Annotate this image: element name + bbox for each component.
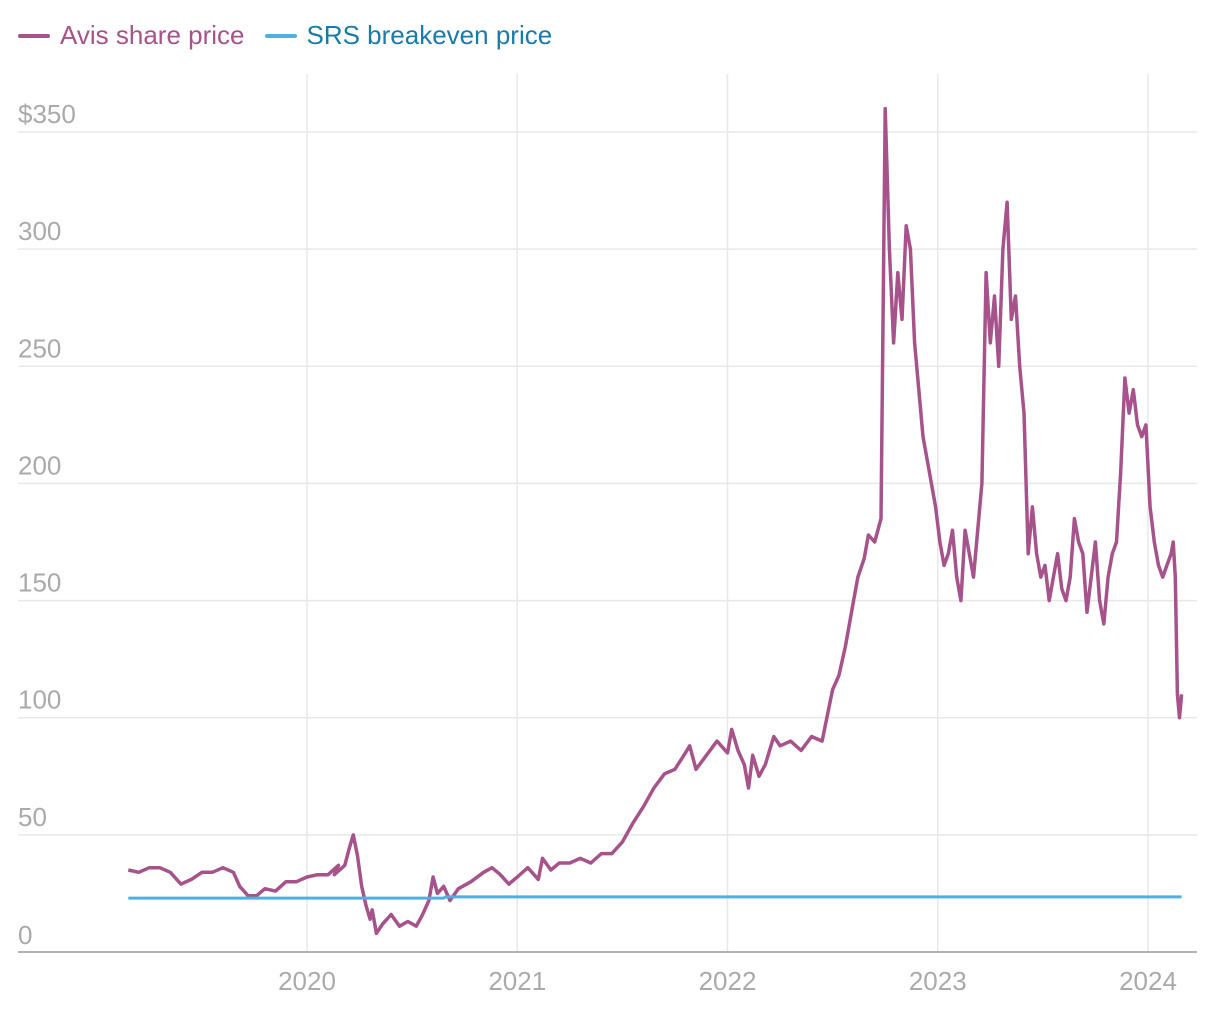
y-tick-label: 0 [18,920,32,950]
y-tick-label: $350 [18,99,76,129]
y-tick-label: 200 [18,450,61,480]
x-tick-label: 2020 [278,966,336,996]
y-tick-label: 300 [18,216,61,246]
series-lines [127,106,1184,936]
legend-item-avis[interactable]: Avis share price [18,20,245,51]
x-tick-label: 2022 [699,966,757,996]
y-tick-label: 100 [18,685,61,715]
y-axis-ticks: $350 300 250 200 150 100 50 0 [18,99,76,950]
srs-legend-swatch [264,33,297,38]
avis-legend-swatch [18,33,50,38]
x-tick-label: 2024 [1119,966,1177,996]
srs-breakeven-price-line [128,895,1182,900]
y-tick-label: 50 [18,802,47,832]
y-tick-label: 250 [18,333,61,363]
y-tick-label: 150 [18,568,61,598]
avis-share-price-line [127,106,1184,936]
srs-legend-label: SRS breakeven price [306,20,553,50]
legend-item-srs[interactable]: SRS breakeven price [264,20,553,51]
x-axis-ticks: 2020 2021 2022 2023 2024 [278,966,1177,996]
avis-legend-label: Avis share price [60,20,245,50]
legend: Avis share price SRS breakeven price [18,20,552,51]
x-tick-label: 2023 [909,966,967,996]
x-tick-label: 2021 [488,966,546,996]
gridlines [18,74,1197,952]
